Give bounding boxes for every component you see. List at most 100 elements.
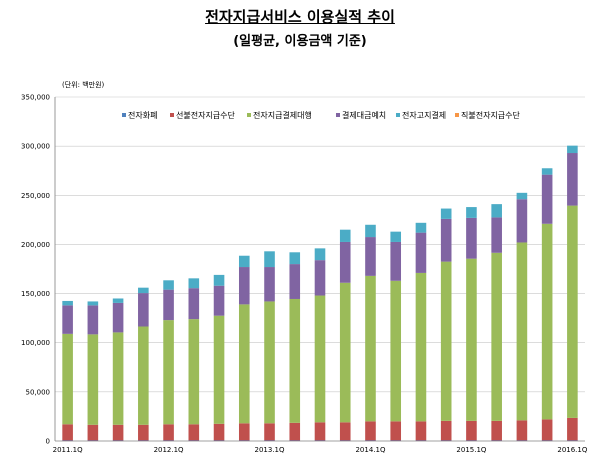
- y-tick-label: 150,000: [21, 290, 50, 298]
- bar-segment: [289, 298, 301, 423]
- bar-segment: [238, 304, 250, 424]
- bar-segment: [516, 242, 528, 421]
- legend-swatch: [170, 113, 174, 117]
- bar-segment: [314, 260, 326, 296]
- x-tick-label: 2014.1Q: [355, 446, 385, 454]
- y-tick-label: 50,000: [26, 388, 51, 396]
- bar-segment: [62, 305, 73, 334]
- bar-segment: [87, 334, 99, 425]
- axes: 0 50,000 100,000 150,000 200,000 250,000 300,0…: [21, 94, 588, 455]
- bar-segment: [87, 305, 99, 335]
- legend-entry: 직불전자지급수단: [461, 110, 521, 120]
- bar-segment: [163, 424, 174, 441]
- bar-segment: [163, 289, 174, 321]
- bar-segment: [289, 264, 301, 299]
- bar-segment: [390, 241, 402, 281]
- bar-segment: [112, 424, 124, 441]
- bar-segment: [138, 424, 149, 441]
- bar-segment: [238, 267, 250, 305]
- legend-swatch: [396, 113, 400, 117]
- bar-segment: [516, 192, 528, 200]
- bar-segment: [390, 421, 402, 441]
- x-tick-label: 2013.1Q: [255, 446, 285, 454]
- bar-segment: [213, 315, 225, 424]
- bar-segment: [314, 295, 326, 423]
- bar-segment: [440, 420, 452, 441]
- bar-segment: [466, 420, 477, 441]
- bar-segment: [541, 174, 553, 224]
- bar-segment: [213, 423, 225, 441]
- bar-segment: [339, 422, 351, 441]
- bar-segment: [138, 287, 149, 294]
- legend-swatch: [336, 113, 340, 117]
- bar-segment: [264, 301, 275, 424]
- bar-segment: [289, 252, 301, 265]
- bar-segment: [339, 229, 351, 242]
- bar-segment: [339, 282, 351, 423]
- bar-segment: [314, 422, 326, 441]
- bar-segment: [440, 208, 452, 219]
- bar-segment: [491, 252, 502, 421]
- bar-segment: [163, 280, 174, 290]
- bar-segment: [390, 280, 402, 422]
- bar-segment: [567, 145, 578, 154]
- bar-segment: [339, 241, 351, 283]
- bar-segment: [87, 301, 99, 306]
- bar-segment: [62, 300, 73, 306]
- bar-segment: [188, 288, 200, 320]
- legend-entry: 전자고지결제: [402, 110, 446, 120]
- legend-swatch: [455, 113, 459, 117]
- bar-segment: [440, 218, 452, 262]
- bar-segment: [87, 424, 99, 441]
- bar-segment: [365, 224, 376, 238]
- bar-segment: [365, 421, 376, 441]
- bar-segment: [112, 332, 124, 425]
- bar-segment: [289, 422, 301, 441]
- y-tick-label: 0: [46, 438, 50, 446]
- legend-entry: 전자화폐: [128, 110, 157, 120]
- y-tick-label: 100,000: [21, 339, 50, 347]
- chart-title: 전자지급서비스 이용실적 추이: [205, 8, 395, 26]
- bar-segment: [365, 275, 376, 422]
- bar-segment: [516, 420, 528, 441]
- bar-segment: [390, 231, 402, 242]
- bar-segment: [541, 223, 553, 420]
- legend: 전자화폐 선불전자지급수단 전자지급결제대행 결제대금예치 전자고지결제 직불전자지급수단: [122, 110, 521, 120]
- bar-segment: [415, 272, 427, 422]
- bar-segment: [188, 278, 200, 289]
- legend-swatch: [122, 113, 126, 117]
- y-tick-label: 250,000: [21, 192, 50, 200]
- x-tick-label: 2012.1Q: [154, 446, 184, 454]
- bar-segment: [238, 255, 250, 268]
- bar-segment: [516, 199, 528, 243]
- y-tick-label: 300,000: [21, 143, 50, 151]
- unit-label: (단위: 백만원): [62, 80, 105, 89]
- bar-segment: [138, 293, 149, 327]
- legend-entry: 전자지급결제대행: [253, 110, 312, 120]
- legend-swatch: [247, 113, 251, 117]
- bar-segment: [314, 248, 326, 261]
- bar-segment: [62, 424, 73, 441]
- bar-segment: [415, 232, 427, 273]
- bar-segment: [415, 421, 427, 441]
- bar-segment: [491, 420, 502, 441]
- bar-segment: [567, 205, 578, 418]
- bar-segment: [491, 217, 502, 253]
- bar-segment: [112, 298, 124, 303]
- chart-subtitle: (일평균, 이용금액 기준): [233, 34, 367, 49]
- bar-segment: [440, 261, 452, 421]
- bar-segment: [365, 237, 376, 276]
- bar-segment: [466, 207, 477, 218]
- legend-entry: 선불전자지급수단: [176, 110, 236, 120]
- bars: [62, 145, 578, 441]
- bar-segment: [188, 319, 200, 425]
- bar-segment: [138, 326, 149, 425]
- bar-segment: [163, 320, 174, 425]
- x-tick-label: 2011.1Q: [53, 446, 83, 454]
- bar-segment: [541, 168, 553, 175]
- bar-segment: [112, 302, 124, 333]
- bar-segment: [62, 333, 73, 425]
- bar-segment: [541, 419, 553, 441]
- bar-segment: [213, 285, 225, 316]
